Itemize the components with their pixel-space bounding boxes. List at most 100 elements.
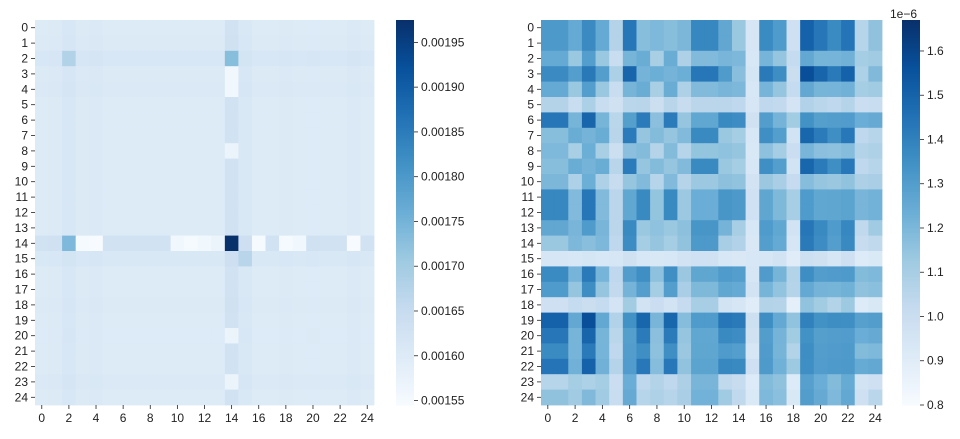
cell-r17-c0 (541, 281, 556, 298)
colorbar-tick-label: 0.8 (927, 398, 944, 412)
cell-r11-c24 (868, 189, 883, 206)
cell-r1-c6 (622, 35, 637, 52)
colorbar-step (902, 394, 920, 398)
cell-r0-c1 (48, 20, 63, 36)
cell-r2-c21 (827, 50, 842, 67)
cell-r5-c1 (554, 97, 569, 113)
cell-r20-c12 (704, 328, 719, 344)
cell-r3-c13 (211, 66, 226, 82)
cell-r19-c13 (211, 312, 226, 329)
cell-r18-c1 (48, 297, 63, 313)
colorbar-step (396, 66, 414, 70)
cell-r11-c24 (360, 189, 375, 206)
colorbar-step (902, 104, 920, 108)
cell-r6-c3 (75, 112, 90, 129)
cell-r14-c9 (663, 235, 678, 252)
cell-r11-c4 (595, 189, 610, 206)
cell-r5-c19 (800, 97, 815, 113)
colorbar-step (396, 338, 414, 342)
cell-r6-c12 (704, 112, 719, 129)
colorbar-step (396, 299, 414, 303)
colorbar-step (396, 281, 414, 285)
colorbar-step (902, 340, 920, 344)
cell-r20-c4 (595, 328, 610, 344)
cell-r7-c16 (251, 127, 266, 144)
cell-r10-c0 (541, 174, 556, 190)
cell-r8-c16 (251, 143, 266, 159)
colorbar-step (396, 251, 414, 255)
cell-r8-c8 (650, 143, 665, 159)
cell-r20-c13 (718, 328, 733, 344)
colorbar-step (396, 317, 414, 321)
cell-r14-c16 (251, 235, 266, 252)
cell-r18-c11 (691, 297, 706, 313)
cell-r9-c5 (102, 158, 117, 175)
cell-r17-c1 (554, 281, 569, 298)
cell-r6-c12 (197, 112, 212, 129)
cell-r6-c9 (157, 112, 171, 129)
cell-r20-c14 (731, 328, 746, 344)
cell-r15-c22 (841, 251, 856, 267)
cell-r23-c21 (319, 374, 334, 390)
colorbar-step (396, 333, 414, 337)
cell-r4-c22 (841, 81, 856, 98)
colorbar-step (396, 279, 414, 283)
cell-r6-c21 (827, 112, 842, 129)
cell-r15-c16 (759, 251, 774, 267)
cell-r14-c2 (62, 235, 77, 252)
cell-r4-c21 (827, 81, 842, 98)
cell-r7-c13 (211, 127, 226, 144)
cell-r15-c5 (609, 251, 624, 267)
cell-r22-c1 (48, 358, 63, 375)
cell-r20-c2 (568, 328, 583, 344)
cell-r3-c9 (157, 66, 171, 82)
cell-r16-c8 (650, 266, 665, 283)
colorbar-step (902, 361, 920, 365)
cell-r11-c10 (677, 189, 692, 206)
colorbar-step (902, 217, 920, 221)
cell-r13-c18 (786, 220, 801, 236)
cell-r6-c6 (116, 112, 131, 129)
cell-r9-c18 (279, 158, 294, 175)
colorbar-step (396, 392, 414, 396)
cell-r6-c10 (677, 112, 692, 129)
colorbar-step (902, 225, 920, 229)
cell-r24-c17 (265, 389, 280, 406)
cell-r20-c17 (772, 328, 787, 344)
cell-r19-c11 (691, 312, 706, 329)
cell-r11-c3 (75, 189, 90, 206)
colorbar-step (902, 374, 920, 378)
cell-r8-c11 (691, 143, 706, 159)
y-tick-label: 8 (527, 144, 534, 158)
cell-r24-c18 (279, 389, 294, 406)
cell-r1-c20 (306, 35, 321, 52)
cell-r10-c15 (745, 174, 760, 190)
cell-r16-c19 (800, 266, 815, 283)
cell-r15-c12 (704, 251, 719, 267)
cell-r7-c12 (197, 127, 212, 144)
cell-r22-c20 (813, 358, 828, 375)
cell-r20-c13 (211, 328, 226, 344)
cell-r0-c20 (306, 20, 321, 36)
cell-r24-c3 (581, 389, 596, 406)
cell-r20-c21 (827, 328, 842, 344)
cell-r13-c21 (319, 220, 334, 236)
cell-r12-c7 (636, 204, 651, 221)
cell-r19-c2 (568, 312, 583, 329)
cell-r14-c14 (731, 235, 746, 252)
cell-r4-c12 (704, 81, 719, 98)
cell-r24-c23 (346, 389, 361, 406)
cell-r4-c2 (62, 81, 77, 98)
cell-r23-c20 (306, 374, 321, 390)
cell-r10-c18 (279, 174, 294, 190)
cell-r22-c0 (541, 358, 556, 375)
cell-r13-c16 (251, 220, 266, 236)
cell-r20-c22 (841, 328, 856, 344)
cell-r18-c6 (116, 297, 131, 313)
cell-r3-c16 (759, 66, 774, 82)
cell-r3-c18 (786, 66, 801, 82)
cell-r2-c16 (251, 50, 266, 67)
colorbar-step (902, 45, 920, 49)
cell-r9-c8 (143, 158, 158, 175)
cell-r19-c24 (360, 312, 375, 329)
